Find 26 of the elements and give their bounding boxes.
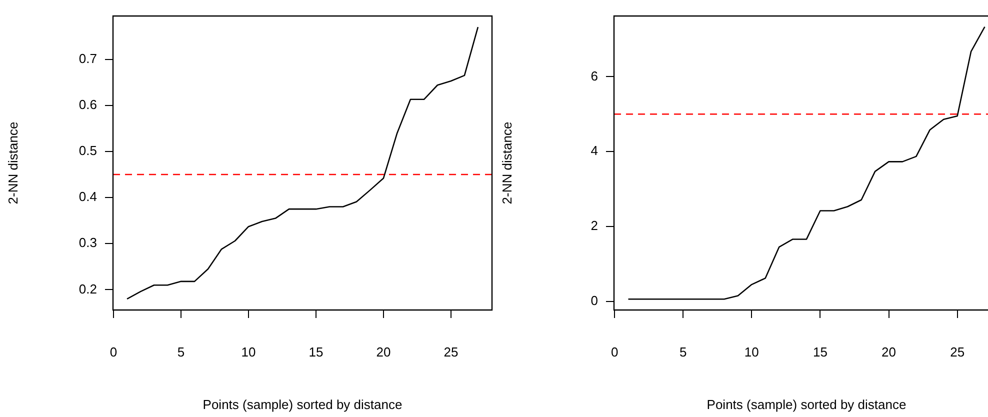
x-tick-label: 25 bbox=[444, 344, 458, 360]
x-tick-label: 25 bbox=[950, 344, 965, 360]
y-axis-title: 2-NN distance bbox=[499, 122, 514, 204]
x-tick-label: 0 bbox=[110, 344, 118, 360]
y-tick-label: 0.6 bbox=[78, 96, 97, 112]
x-tick-label: 10 bbox=[744, 344, 759, 360]
y-tick-label: 2 bbox=[590, 218, 598, 234]
x-tick-label: 0 bbox=[610, 344, 618, 360]
y-tick-label: 0 bbox=[590, 292, 598, 308]
x-tick-label: 15 bbox=[812, 344, 828, 360]
y-tick-label: 0.7 bbox=[78, 50, 97, 66]
x-tick-label: 5 bbox=[679, 344, 687, 360]
y-tick-label: 0.2 bbox=[78, 281, 97, 296]
y-tick-label: 0.4 bbox=[78, 189, 97, 204]
y-tick-label: 0.5 bbox=[78, 143, 97, 158]
x-tick-label: 20 bbox=[882, 344, 896, 360]
x-tick-label: 10 bbox=[241, 344, 256, 360]
x-axis-title: Points (sample) sorted by distance bbox=[706, 396, 906, 412]
x-axis-title: Points (sample) sorted by distance bbox=[202, 396, 402, 412]
y-axis-title: 2-NN distance bbox=[5, 122, 20, 204]
x-tick-label: 15 bbox=[308, 344, 324, 360]
x-tick-label: 20 bbox=[376, 344, 391, 360]
x-tick-label: 5 bbox=[177, 344, 185, 360]
y-tick-label: 6 bbox=[590, 68, 598, 84]
y-tick-label: 4 bbox=[590, 143, 598, 158]
y-tick-label: 0.3 bbox=[78, 235, 97, 250]
